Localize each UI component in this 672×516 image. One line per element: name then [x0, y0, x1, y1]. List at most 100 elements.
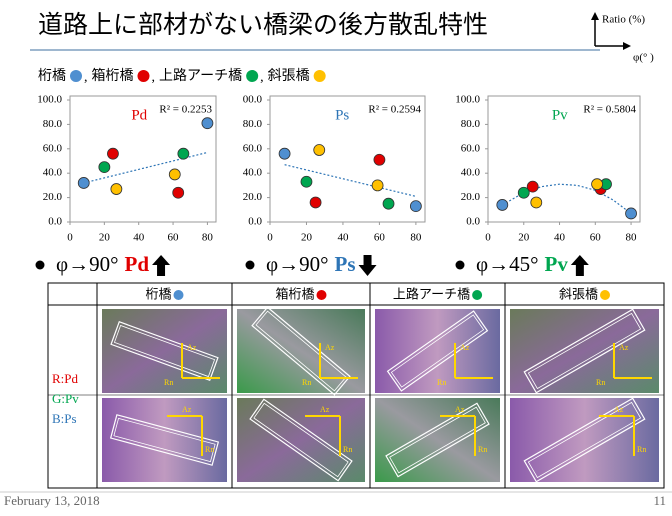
column-header: 上路アーチ橋	[393, 287, 470, 303]
point	[202, 118, 213, 129]
legend-label: 箱桁橋	[92, 68, 134, 84]
bullet-dot	[456, 261, 465, 270]
x-tick-label: 20	[99, 232, 111, 244]
x-tick-label: 60	[168, 232, 180, 244]
x-tick-label: 0	[67, 232, 73, 244]
point	[626, 208, 637, 219]
axis-label: Az	[614, 405, 624, 414]
chart-title: Pv	[552, 107, 568, 123]
row-label: G:Pv	[52, 391, 79, 406]
y-tick-label: 20.0	[461, 191, 481, 203]
r-squared: R² = 0.5804	[583, 104, 636, 116]
axis-label: Rn	[596, 378, 605, 387]
x-tick-label: 0	[267, 232, 273, 244]
point	[374, 154, 385, 165]
point	[372, 180, 383, 191]
column-header: 斜張橋	[559, 288, 598, 303]
y-tick-label: 60.0	[43, 142, 63, 154]
x-tick-label: 40	[554, 232, 566, 244]
point	[78, 177, 89, 188]
axis-label: Az	[460, 343, 470, 352]
axis-label: Rn	[437, 378, 446, 387]
point	[531, 197, 542, 208]
x-tick-label: 20	[301, 232, 313, 244]
x-tick-label: 20	[518, 232, 530, 244]
legend-label: 斜張橋	[268, 68, 310, 84]
x-tick-label: 0	[485, 232, 491, 244]
axis-label: Az	[320, 405, 330, 414]
legend-label: 桁橋	[38, 68, 66, 84]
point	[314, 145, 325, 156]
footer-date: February 13, 2018	[4, 493, 100, 508]
sar-image	[102, 398, 227, 482]
axis-label: Rn	[205, 445, 214, 454]
y-tick-label: 80.0	[461, 118, 481, 130]
y-tick-label: 0.0	[48, 216, 62, 228]
point	[111, 184, 122, 195]
y-tick-label: 0.0	[466, 216, 480, 228]
chart-title: Ps	[335, 107, 349, 123]
y-tick-label: 60.0	[461, 142, 481, 154]
point	[518, 187, 529, 198]
bullet-param: Pv	[545, 252, 569, 276]
bullet-text: φ→45°	[476, 252, 539, 276]
point	[107, 148, 118, 159]
point	[301, 176, 312, 187]
axis-label: Rn	[478, 445, 487, 454]
axis-label: Az	[187, 343, 197, 352]
legend-separator: ,	[84, 70, 88, 85]
point	[410, 201, 421, 212]
x-tick-label: 60	[374, 232, 386, 244]
y-tick-label: 80.0	[243, 118, 263, 130]
slide: 道路上に部材がない橋梁の後方散乱特性 Ratio (%) φ(° ) Febru…	[0, 0, 672, 511]
r-squared: R² = 0.2594	[368, 104, 421, 116]
axis-legend-y: Ratio (%)	[602, 14, 645, 26]
axis-label: Rn	[637, 445, 646, 454]
legend-dot	[70, 70, 82, 82]
header-dot	[317, 290, 327, 300]
y-tick-label: 40.0	[461, 167, 481, 179]
x-tick-label: 40	[337, 232, 349, 244]
header-dot	[600, 290, 610, 300]
bullet-text: φ→90°	[56, 252, 119, 276]
y-tick-label: 60.0	[243, 142, 263, 154]
y-tick-label: 20.0	[243, 191, 263, 203]
axis-legend-x: φ(° )	[633, 52, 654, 64]
bullet-dot	[36, 261, 45, 270]
point	[178, 148, 189, 159]
x-tick-label: 40	[133, 232, 145, 244]
point	[383, 198, 394, 209]
legend-dot	[246, 70, 258, 82]
y-tick-label: 80.0	[43, 118, 63, 130]
y-tick-label: 40.0	[43, 167, 63, 179]
point	[173, 187, 184, 198]
legend-dot	[314, 70, 326, 82]
axis-label: Az	[455, 405, 465, 414]
x-tick-label: 60	[590, 232, 602, 244]
r-squared: R² = 0.2253	[159, 104, 212, 116]
legend-dot	[138, 70, 150, 82]
x-tick-label: 80	[626, 232, 638, 244]
point	[310, 197, 321, 208]
legend-separator: ,	[152, 70, 156, 85]
header-dot	[472, 290, 482, 300]
axis-label: Az	[619, 343, 629, 352]
bullet-dot	[246, 261, 255, 270]
axis-label: Az	[325, 343, 335, 352]
axis-label: Rn	[302, 378, 311, 387]
y-tick-label: 100.0	[37, 94, 62, 106]
page-number: 11	[653, 493, 666, 508]
chart-title: Pd	[131, 107, 147, 123]
point	[592, 179, 603, 190]
y-tick-label: 0.0	[248, 216, 262, 228]
x-tick-label: 80	[410, 232, 422, 244]
title: 道路上に部材がない橋梁の後方散乱特性	[38, 10, 488, 39]
bullet-param: Ps	[335, 252, 356, 276]
page: 道路上に部材がない橋梁の後方散乱特性 Ratio (%) φ(° ) Febru…	[0, 0, 672, 516]
bullet-param: Pd	[125, 252, 150, 276]
point	[279, 148, 290, 159]
row-label: R:Pd	[52, 371, 79, 386]
row-label: B:Ps	[52, 411, 77, 426]
y-tick-label: 20.0	[43, 191, 63, 203]
legend-label: 上路アーチ橋	[159, 68, 242, 84]
